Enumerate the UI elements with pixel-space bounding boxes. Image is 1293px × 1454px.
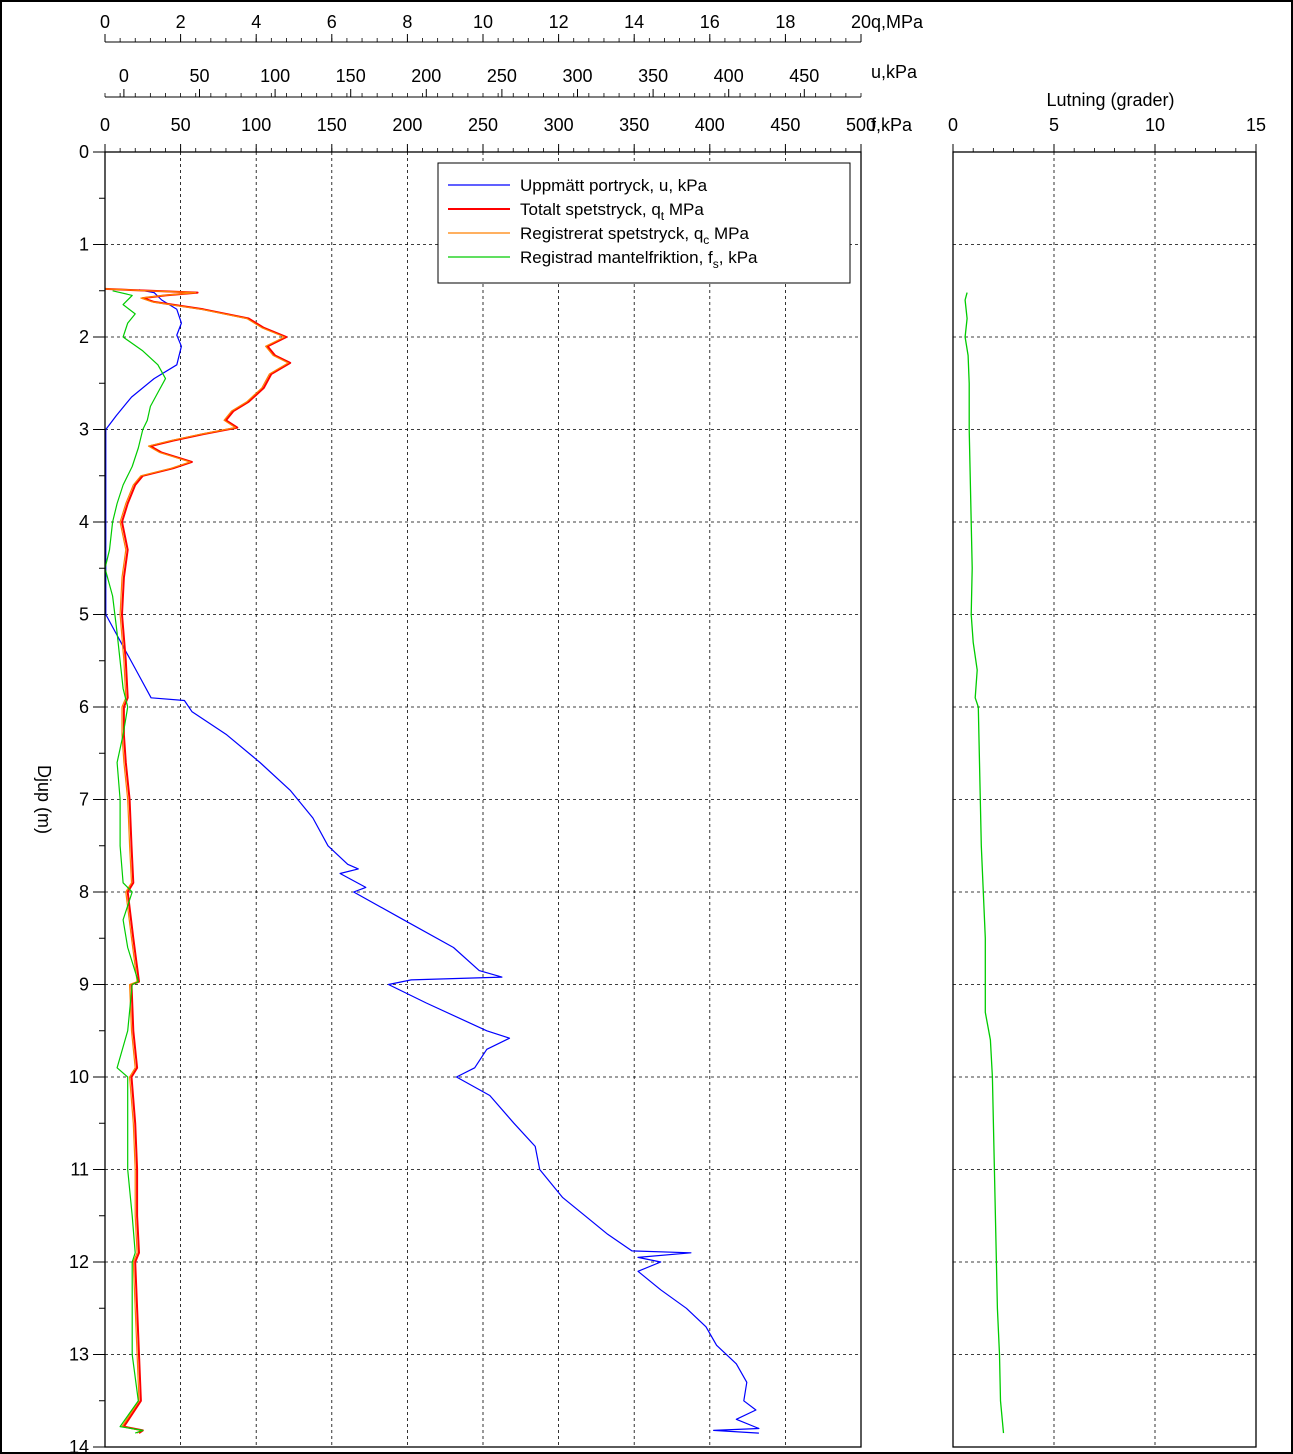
- y-tick-label: 8: [79, 882, 89, 902]
- legend-text: Totalt spetstryck, q: [520, 200, 661, 219]
- top-tick-label-q: 12: [549, 12, 569, 32]
- top-tick-label-f: 400: [695, 115, 725, 135]
- legend-entry-qt: Totalt spetstryck, qt MPa: [520, 200, 704, 223]
- top-tick-label-f: 100: [241, 115, 271, 135]
- top-tick-label-u: 150: [336, 66, 366, 86]
- legend-text: Registrad mantelfriktion, f: [520, 248, 713, 267]
- legend-text: Uppmätt portryck, u, kPa: [520, 176, 708, 195]
- y-tick-label: 9: [79, 975, 89, 995]
- legend-subscript: t: [661, 209, 665, 223]
- top-tick-label-q: 2: [176, 12, 186, 32]
- y-tick-label: 14: [69, 1437, 89, 1454]
- incl-axis-title: Lutning (grader): [1046, 90, 1174, 110]
- incl-plot-frame: [952, 151, 1257, 1448]
- top-tick-label-f: 150: [317, 115, 347, 135]
- top-tick-label-q: 16: [700, 12, 720, 32]
- top-tick-label-f: 0: [100, 115, 110, 135]
- series-line-u: [105, 289, 760, 1434]
- legend-tail: , kPa: [719, 248, 758, 267]
- series-line-fs: [104, 290, 167, 1434]
- top-tick-label-u: 450: [789, 66, 819, 86]
- y-tick-label: 3: [79, 420, 89, 440]
- top-tick-label-u: 50: [189, 66, 209, 86]
- top-tick-label-u: 350: [638, 66, 668, 86]
- top-tick-label-q: 20: [851, 12, 871, 32]
- y-tick-label: 5: [79, 605, 89, 625]
- top-tick-label-f: 250: [468, 115, 498, 135]
- legend-text: Registrerat spetstryck, q: [520, 224, 703, 243]
- y-tick-label: 11: [70, 1160, 89, 1180]
- legend-entry-fs: Registrad mantelfriktion, fs, kPa: [520, 248, 758, 271]
- legend-subscript: c: [703, 233, 709, 247]
- top-tick-label-u: 100: [260, 66, 290, 86]
- top-tick-label-f: 200: [392, 115, 422, 135]
- top-tick-label-q: 8: [402, 12, 412, 32]
- top-tick-label-q: 10: [473, 12, 493, 32]
- y-tick-label: 13: [69, 1345, 89, 1365]
- legend-subscript: s: [713, 257, 719, 271]
- top-tick-label-u: 0: [119, 66, 129, 86]
- y-tick-label: 2: [79, 327, 89, 347]
- legend-tail: MPa: [709, 224, 749, 243]
- top-tick-label-q: 6: [327, 12, 337, 32]
- series-line-qt: [104, 287, 292, 1434]
- legend-tail: MPa: [664, 200, 704, 219]
- y-tick-label: 12: [69, 1252, 89, 1272]
- top-tick-label-q: 0: [100, 12, 110, 32]
- top-tick-label-f: 350: [619, 115, 649, 135]
- top-axis-unit-u: u,kPa: [871, 62, 918, 82]
- legend-entry-qc: Registrerat spetstryck, qc MPa: [520, 224, 750, 247]
- top-tick-label-f: 500: [846, 115, 876, 135]
- top-axis-unit-q: q,MPa: [871, 12, 924, 32]
- top-tick-label-u: 200: [411, 66, 441, 86]
- incl-series-line: [964, 292, 1005, 1434]
- y-tick-label: 1: [79, 235, 89, 255]
- y-tick-label: 10: [69, 1067, 89, 1087]
- top-tick-label-f: 50: [171, 115, 191, 135]
- top-axis-unit-f: f,kPa: [871, 115, 913, 135]
- y-tick-label: 6: [79, 697, 89, 717]
- top-tick-label-u: 400: [714, 66, 744, 86]
- top-tick-label-u: 300: [562, 66, 592, 86]
- top-tick-label-q: 4: [251, 12, 261, 32]
- incl-tick-label: 0: [948, 115, 958, 135]
- top-tick-label-u: 250: [487, 66, 517, 86]
- legend-entry-u: Uppmätt portryck, u, kPa: [520, 176, 708, 195]
- incl-tick-label: 5: [1049, 115, 1059, 135]
- series-line-qc: [104, 288, 289, 1434]
- top-tick-label-f: 450: [770, 115, 800, 135]
- y-tick-label: 0: [79, 142, 89, 162]
- incl-tick-label: 15: [1246, 115, 1266, 135]
- top-tick-label-q: 18: [775, 12, 795, 32]
- top-tick-label-f: 300: [544, 115, 574, 135]
- y-tick-label: 7: [79, 790, 89, 810]
- y-tick-label: 4: [79, 512, 89, 532]
- incl-tick-label: 10: [1145, 115, 1165, 135]
- legend-box: [437, 162, 851, 284]
- y-axis-label: Djup (m): [34, 765, 54, 834]
- top-tick-label-q: 14: [624, 12, 644, 32]
